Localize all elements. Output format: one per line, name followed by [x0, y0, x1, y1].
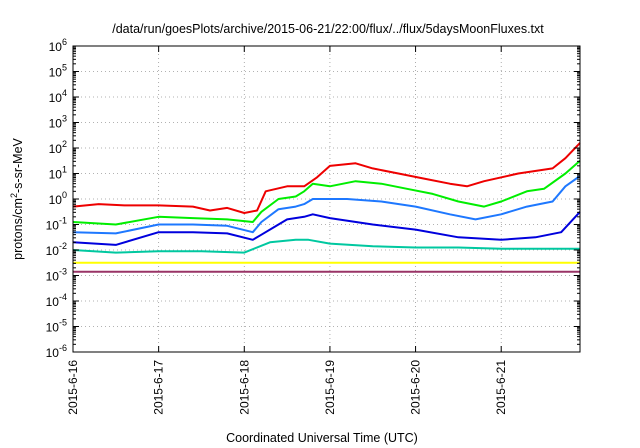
y-tick-label: 10-5 — [46, 318, 67, 335]
y-tick-label: 101 — [49, 165, 67, 182]
y-tick-label: 106 — [49, 37, 67, 54]
y-tick-label: 10-4 — [46, 292, 67, 309]
y-tick-label: 100 — [49, 190, 67, 207]
x-tick-label: 2015-6-16 — [66, 360, 80, 415]
x-tick-label: 2015-6-19 — [323, 360, 337, 415]
y-tick-label: 103 — [49, 114, 67, 131]
x-tick-label: 2015-6-17 — [152, 360, 166, 415]
series-layer — [72, 142, 581, 273]
y-tick-label: 10-1 — [46, 216, 67, 233]
y-tick-label: 102 — [49, 139, 67, 156]
series-line-1 — [72, 142, 581, 214]
y-tick-label: 105 — [49, 63, 67, 80]
chart-title: /data/run/goesPlots/archive/2015-06-21/2… — [112, 22, 544, 36]
x-tick-label: 2015-6-21 — [494, 360, 508, 415]
x-axis-label: Coordinated Universal Time (UTC) — [226, 431, 418, 445]
series-line-5 — [72, 238, 580, 254]
x-axis-ticks: 2015-6-16 2015-6-17 2015-6-18 2015-6-19 2015… — [66, 46, 508, 415]
y-tick-label: 104 — [49, 88, 67, 105]
y-axis-label: protons/cm2-s-sr-MeV — [9, 137, 25, 259]
x-tick-label: 2015-6-18 — [237, 360, 251, 415]
y-axis-ticks: 10-6 10-5 10-4 10-3 10-2 10-1 100 101 102 103 104 1… — [46, 37, 580, 360]
series-line-4 — [72, 211, 581, 246]
series-line-3 — [72, 175, 581, 235]
x-tick-label: 2015-6-20 — [409, 360, 423, 415]
y-tick-label: 10-3 — [46, 267, 67, 284]
series-line-2 — [72, 160, 581, 226]
y-tick-label: 10-6 — [46, 343, 67, 360]
y-tick-label: 10-2 — [46, 241, 67, 258]
